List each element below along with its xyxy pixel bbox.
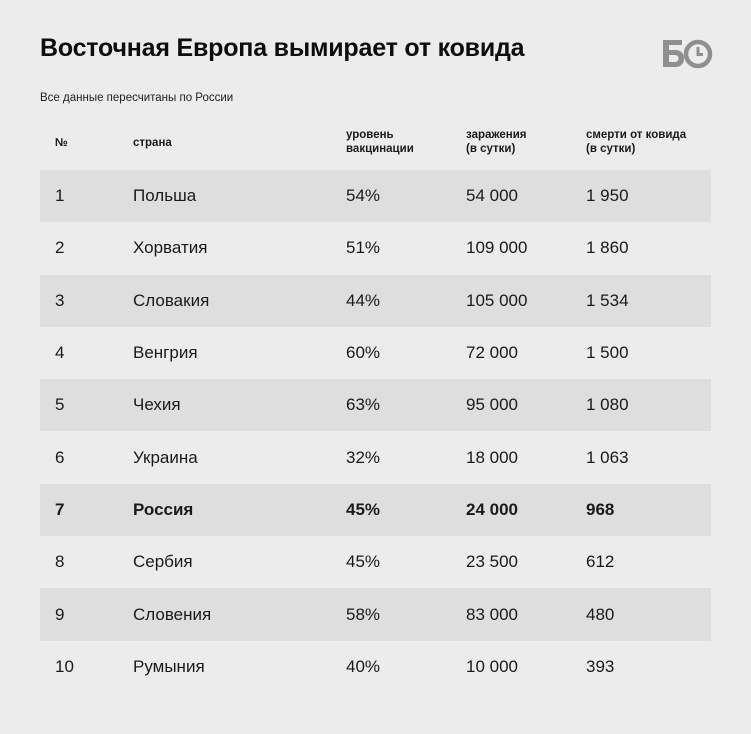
cell-vaccination: 40%: [346, 656, 381, 676]
chart-subtitle: Все данные пересчитаны по России: [40, 92, 234, 104]
cell-country: Хорватия: [133, 238, 208, 258]
cell-vaccination: 63%: [346, 395, 381, 415]
cell-deaths: 1 063: [586, 447, 629, 467]
cell-vaccination: 45%: [346, 499, 381, 519]
table-row: 8 Сербия 45% 23 500 612: [40, 536, 711, 588]
cell-deaths: 1 860: [586, 238, 629, 258]
chart-title: Восточная Европа вымирает от ковида: [40, 34, 525, 62]
column-header-number: №: [55, 137, 68, 149]
cell-number: 7: [55, 499, 65, 519]
cell-number: 3: [55, 290, 65, 310]
cell-deaths: 1 534: [586, 290, 629, 310]
cell-infections: 24 000: [466, 499, 518, 519]
cell-country: Словакия: [133, 290, 210, 310]
column-header-deaths: смерти от ковида (в сутки): [586, 129, 687, 155]
column-header-vaccination: уровень вакцинации: [346, 129, 414, 155]
cell-country: Россия: [133, 499, 194, 519]
cell-number: 8: [55, 552, 65, 572]
cell-infections: 105 000: [466, 290, 528, 310]
cell-number: 5: [55, 395, 65, 415]
cell-deaths: 480: [586, 604, 615, 624]
table-row: 7 Россия 45% 24 000 968: [40, 483, 711, 537]
table-row: 1 Польша 54% 54 000 1 950: [40, 170, 711, 223]
cell-infections: 109 000: [466, 238, 528, 258]
column-header-infections: заражения (в сутки): [466, 129, 527, 155]
cell-vaccination: 60%: [346, 343, 381, 363]
cell-country: Чехия: [133, 395, 181, 415]
cell-country: Сербия: [133, 552, 193, 572]
cell-infections: 72 000: [466, 343, 518, 363]
cell-infections: 83 000: [466, 604, 518, 624]
cell-deaths: 1 950: [586, 186, 629, 206]
cell-vaccination: 54%: [346, 186, 381, 206]
cell-vaccination: 44%: [346, 290, 381, 310]
cell-infections: 23 500: [466, 552, 518, 572]
cell-number: 9: [55, 604, 65, 624]
table-row: 5 Чехия 63% 95 000 1 080: [40, 379, 711, 432]
table-row: 9 Словения 58% 83 000 480: [40, 588, 711, 641]
cell-infections: 95 000: [466, 395, 518, 415]
cell-number: 2: [55, 238, 65, 258]
cell-country: Венгрия: [133, 343, 198, 363]
cell-deaths: 968: [586, 499, 615, 519]
cell-number: 4: [55, 343, 65, 363]
table-header: № страна уровень вакцинации заражения (в…: [40, 128, 711, 168]
cell-deaths: 393: [586, 656, 615, 676]
cell-country: Словения: [133, 604, 212, 624]
cell-infections: 10 000: [466, 656, 518, 676]
bo-logo-icon: [660, 36, 714, 72]
cell-number: 10: [55, 656, 74, 676]
table-row: 10 Румыния 40% 10 000 393: [40, 641, 711, 693]
cell-deaths: 612: [586, 552, 615, 572]
cell-vaccination: 32%: [346, 447, 381, 467]
cell-vaccination: 58%: [346, 604, 381, 624]
cell-infections: 54 000: [466, 186, 518, 206]
table-row: 2 Хорватия 51% 109 000 1 860: [40, 222, 711, 274]
table-row: 4 Венгрия 60% 72 000 1 500: [40, 327, 711, 379]
column-header-country: страна: [133, 137, 172, 149]
cell-country: Украина: [133, 447, 198, 467]
cell-vaccination: 51%: [346, 238, 381, 258]
cell-deaths: 1 500: [586, 343, 629, 363]
table-row: 3 Словакия 44% 105 000 1 534: [40, 274, 711, 327]
cell-number: 6: [55, 447, 65, 467]
cell-country: Польша: [133, 186, 197, 206]
cell-infections: 18 000: [466, 447, 518, 467]
table-row: 6 Украина 32% 18 000 1 063: [40, 431, 711, 483]
table-body: 1 Польша 54% 54 000 1 950 2 Хорватия 51% 109 000…: [40, 170, 711, 693]
cell-number: 1: [55, 186, 65, 206]
cell-vaccination: 45%: [346, 552, 381, 572]
cell-deaths: 1 080: [586, 395, 629, 415]
cell-country: Румыния: [133, 656, 205, 676]
